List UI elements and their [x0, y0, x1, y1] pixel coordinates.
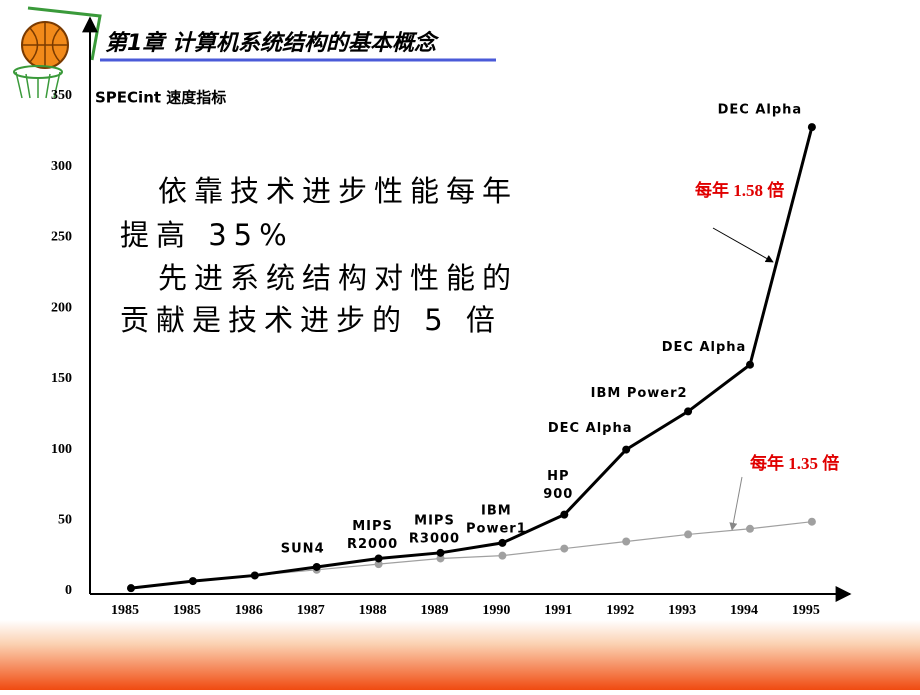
data-point [746, 360, 754, 369]
point-label: SUN4 [281, 541, 325, 556]
point-label: R3000 [409, 531, 460, 546]
data-point [188, 577, 197, 586]
point-label: DEC Alpha [718, 103, 803, 118]
y-tick-label: 150 [51, 371, 72, 386]
x-tick-label: 1985 [111, 603, 139, 618]
data-point [436, 554, 445, 563]
y-tick-label: 300 [51, 159, 72, 174]
annotation: 每年 1.35 倍 [750, 453, 839, 473]
point-label: DEC Alpha [662, 340, 747, 355]
point-label: MIPS [352, 519, 393, 534]
body-text: 依靠技术进步性能每年 [158, 174, 518, 208]
y-tick-label: 100 [51, 442, 72, 457]
point-label: R2000 [347, 537, 398, 552]
data-point [250, 571, 259, 580]
x-tick-label: 1985 [173, 603, 201, 618]
y-tick-label: 0 [65, 583, 72, 598]
annotation-arrow [729, 476, 743, 531]
x-tick-label: 1994 [730, 603, 758, 618]
body-text: 贡献是技术进步的 5 倍 [120, 303, 502, 337]
x-tick-label: 1995 [792, 603, 820, 618]
series-line [130, 126, 814, 590]
data-point [312, 562, 321, 571]
data-point [622, 537, 631, 546]
data-point [560, 544, 569, 553]
data-point [684, 530, 693, 539]
x-tick-label: 1993 [668, 603, 696, 618]
annotation: 每年 1.58 倍 [695, 180, 784, 200]
x-tick-label: 1987 [297, 603, 325, 618]
y-tick-label: 200 [51, 300, 72, 315]
x-tick-label: 1989 [421, 603, 449, 618]
y-tick-label: 50 [58, 513, 72, 528]
body-text: 先进系统结构对性能的 [158, 261, 518, 295]
point-label: Power1 [466, 521, 527, 536]
y-axis-label: SPECint 速度指标 [95, 89, 226, 107]
data-point [560, 510, 569, 519]
x-tick-label: 1992 [606, 603, 634, 618]
footer-band [0, 620, 920, 690]
point-label: IBM [481, 503, 512, 518]
data-point [807, 517, 816, 526]
annotation-arrow [712, 227, 774, 263]
data-point [127, 584, 135, 593]
y-tick-label: 250 [51, 230, 72, 245]
data-point [622, 445, 631, 454]
point-label: MIPS [414, 513, 455, 528]
point-label: IBM Power2 [591, 386, 688, 401]
body-text: 提高 35% [120, 218, 294, 252]
logo [13, 6, 102, 99]
data-point [498, 551, 507, 560]
data-point [746, 524, 754, 533]
x-tick-label: 1990 [482, 603, 510, 618]
data-point [374, 560, 383, 569]
point-label: DEC Alpha [548, 421, 633, 436]
x-tick-label: 1988 [359, 603, 387, 618]
slide-title: 第1章 计算机系统结构的基本概念 [105, 30, 440, 56]
point-label: 900 [543, 487, 573, 502]
data-point [684, 407, 693, 416]
data-point [436, 548, 445, 557]
x-tick-label: 1991 [544, 603, 572, 618]
data-point [498, 538, 507, 547]
x-tick-label: 1986 [235, 603, 263, 618]
data-point [807, 123, 816, 132]
y-tick-label: 350 [51, 88, 72, 103]
point-label: HP [547, 469, 569, 484]
data-point [374, 554, 383, 563]
